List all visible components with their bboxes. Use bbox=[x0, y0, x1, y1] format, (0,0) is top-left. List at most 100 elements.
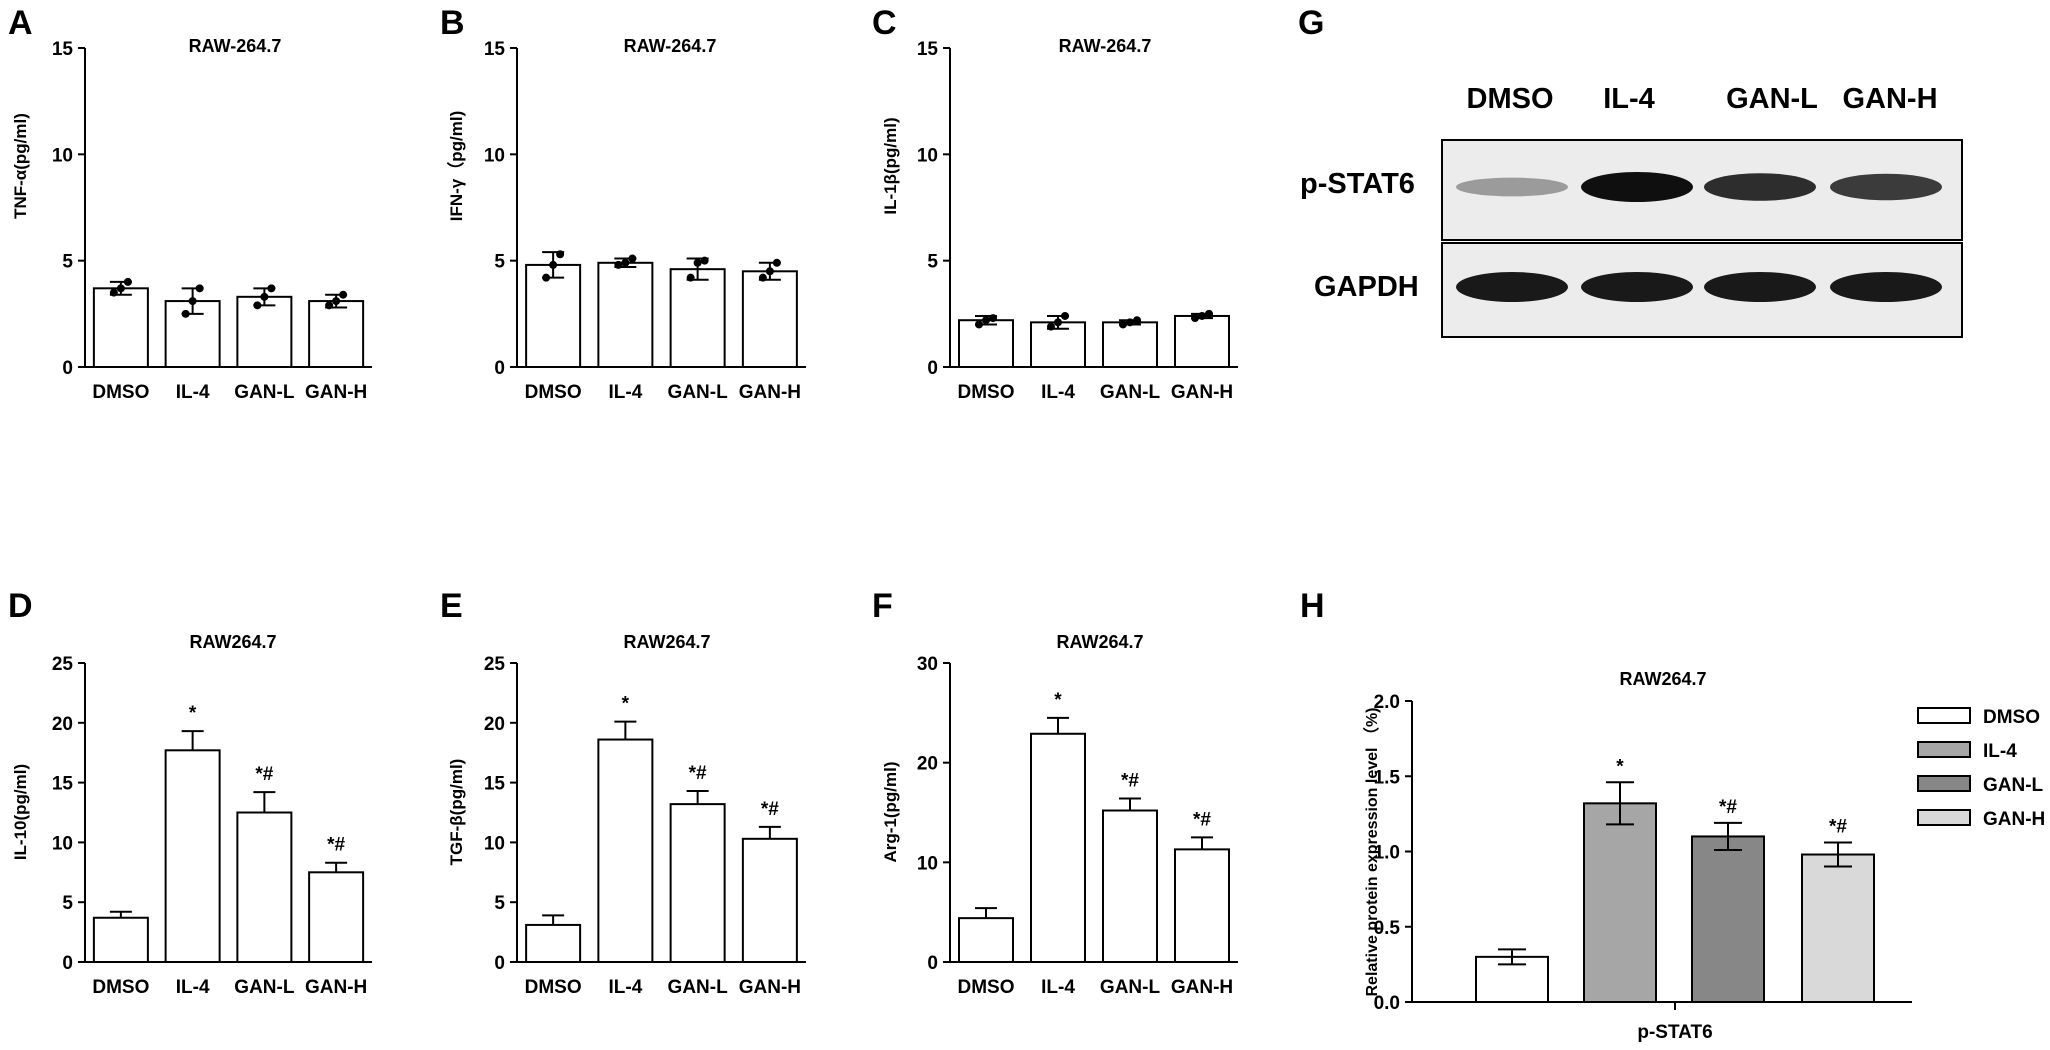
blot-band bbox=[1456, 272, 1568, 302]
significance-label: * bbox=[189, 703, 197, 724]
bar bbox=[92, 287, 149, 368]
plot-area: 0 5 10 15 DMSO IL-4 GAN-L GAN-H bbox=[484, 39, 806, 403]
y-tick-label: 15 bbox=[484, 774, 506, 795]
x-tick-label: IL-4 bbox=[176, 977, 210, 998]
bar bbox=[1583, 802, 1657, 1004]
bar bbox=[1174, 314, 1230, 368]
panel-letter: D bbox=[8, 587, 33, 625]
data-point bbox=[188, 297, 197, 306]
y-axis-label: IL-10(pg/ml) bbox=[11, 764, 30, 860]
data-point bbox=[686, 273, 695, 282]
data-point bbox=[123, 277, 132, 286]
legend-swatch bbox=[1917, 707, 1971, 724]
data-point bbox=[260, 292, 269, 301]
panel-b: B RAW-264.7 IFN-γ（pg/ml) 0 5 10 15 DMSO IL-4 G… bbox=[440, 4, 806, 403]
x-tick-label: IL-4 bbox=[1041, 977, 1075, 998]
chart-title: RAW-264.7 bbox=[624, 36, 717, 56]
bar bbox=[597, 261, 654, 368]
bar bbox=[958, 319, 1014, 369]
significance-label: *# bbox=[255, 764, 273, 785]
blot-band bbox=[1704, 173, 1816, 201]
y-tick-label: 0 bbox=[62, 953, 73, 974]
y-tick-label: 15 bbox=[52, 39, 74, 60]
data-point bbox=[758, 273, 767, 282]
x-tick-label: IL-4 bbox=[176, 382, 210, 403]
blot-bands bbox=[1456, 172, 1942, 302]
lane-label: IL-4 bbox=[1603, 83, 1655, 115]
panel-letter: H bbox=[1300, 587, 1325, 625]
y-tick-label: 25 bbox=[484, 654, 506, 675]
data-point bbox=[116, 284, 125, 293]
x-tick-label: GAN-L bbox=[234, 382, 295, 403]
y-axis-label: IL-1β(pg/ml) bbox=[881, 117, 900, 214]
panel-e: E RAW264.7 TGF-β(pg/ml) 0 5 10 15 20 25 DMSO * I… bbox=[440, 587, 806, 998]
bar bbox=[1801, 853, 1875, 1004]
data-point bbox=[1191, 314, 1199, 323]
panel-h: H RAW264.7 Relative protein expression l… bbox=[1300, 587, 2045, 1043]
data-point bbox=[772, 258, 781, 267]
data-point bbox=[549, 260, 558, 269]
y-tick-label: 15 bbox=[52, 774, 74, 795]
y-tick-label: 25 bbox=[52, 654, 74, 675]
bar bbox=[1691, 835, 1765, 1004]
bar bbox=[1102, 321, 1158, 368]
x-tick-label: GAN-L bbox=[1100, 977, 1161, 998]
x-tick-label: GAN-H bbox=[1171, 977, 1233, 998]
data-point bbox=[542, 273, 551, 282]
x-tick-label: DMSO bbox=[92, 977, 149, 998]
y-tick-label: 10 bbox=[917, 853, 938, 874]
blot-band bbox=[1704, 272, 1816, 302]
legend-swatch bbox=[1917, 809, 1971, 826]
significance-label: *# bbox=[1121, 771, 1139, 792]
y-tick-label: 15 bbox=[917, 39, 939, 60]
y-tick-label: 5 bbox=[927, 252, 938, 273]
y-tick-label: 20 bbox=[917, 754, 938, 775]
panel-letter: C bbox=[872, 4, 897, 42]
data-point bbox=[253, 301, 262, 310]
bar bbox=[308, 300, 365, 368]
data-point bbox=[1047, 322, 1055, 331]
panel-letter: A bbox=[8, 4, 33, 42]
y-tick-label: 1.5 bbox=[1374, 767, 1401, 788]
data-point bbox=[332, 297, 341, 306]
data-point bbox=[1061, 311, 1069, 320]
legend-label: GAN-H bbox=[1983, 809, 2045, 830]
data-point bbox=[982, 316, 990, 325]
data-point bbox=[339, 290, 348, 299]
data-point bbox=[700, 256, 709, 265]
panel-letter: G bbox=[1298, 4, 1324, 42]
x-tick-label: IL-4 bbox=[608, 382, 642, 403]
data-point bbox=[621, 258, 630, 267]
blot-band bbox=[1581, 272, 1693, 302]
data-point bbox=[195, 284, 204, 293]
x-tick-label: IL-4 bbox=[1041, 382, 1075, 403]
y-axis-label: IFN-γ（pg/ml) bbox=[446, 111, 466, 222]
legend-label: GAN-L bbox=[1983, 775, 2044, 796]
data-point bbox=[325, 301, 334, 310]
chart-title: RAW264.7 bbox=[623, 632, 710, 652]
lane-label: DMSO bbox=[1467, 83, 1554, 115]
significance-label: *# bbox=[1193, 809, 1211, 830]
plot-area: 0 5 10 15 DMSO IL-4 GAN-L GAN-H bbox=[917, 39, 1238, 403]
y-tick-label: 1.0 bbox=[1374, 843, 1400, 864]
y-tick-label: 0.0 bbox=[1374, 993, 1400, 1014]
data-point bbox=[556, 250, 565, 259]
panel-g-western-blot: G DMSO IL-4 GAN-L GAN-H p-STAT6 GAPDH bbox=[1298, 4, 1963, 338]
data-point bbox=[1126, 318, 1134, 327]
x-tick-label: GAN-H bbox=[739, 382, 801, 403]
bar bbox=[669, 803, 726, 963]
data-point bbox=[1133, 316, 1141, 325]
significance-label: *# bbox=[689, 763, 707, 784]
x-tick-label: GAN-H bbox=[305, 977, 367, 998]
lane-label: GAN-H bbox=[1842, 83, 1937, 115]
y-tick-label: 10 bbox=[484, 833, 505, 854]
data-point bbox=[1119, 320, 1127, 329]
x-tick-label: DMSO bbox=[525, 382, 582, 403]
y-axis-label: TGF-β(pg/ml) bbox=[447, 759, 466, 866]
bar bbox=[525, 923, 582, 964]
chart-title: RAW264.7 bbox=[189, 632, 276, 652]
x-tick-label: GAN-L bbox=[668, 977, 729, 998]
y-tick-label: 10 bbox=[52, 833, 73, 854]
data-point bbox=[693, 258, 702, 267]
